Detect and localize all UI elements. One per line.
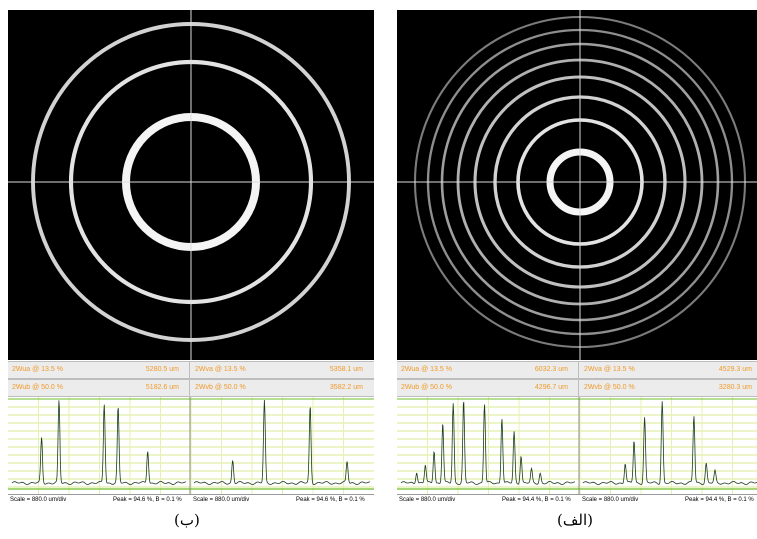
caption-alef: (الف) xyxy=(557,511,593,529)
beam-image xyxy=(8,10,374,360)
readout-value: 5358.1 um xyxy=(329,366,363,373)
readout-label: 2Wvb @ 50.0 % xyxy=(584,384,635,391)
readout-value: 4529.3 um xyxy=(718,366,752,373)
status-footer: Scale = 880.0 um/div Peak = 94.6 %, B = … xyxy=(8,494,374,505)
ring-pattern xyxy=(397,10,757,360)
intensity-trace xyxy=(193,399,370,486)
profile-plot xyxy=(397,397,757,494)
readout-cell: 2Wva @ 13.5 % 5358.1 um xyxy=(191,362,373,378)
peak-text: Peak = 94.4 %, B = 0.1 % xyxy=(502,497,571,503)
beam-image xyxy=(397,10,757,360)
readout-cell: 2Wub @ 50.0 % 4296.7 um xyxy=(397,380,579,396)
readout-value: 3582.2 um xyxy=(329,384,363,391)
intensity-trace xyxy=(11,400,186,486)
profile-background xyxy=(397,397,757,494)
intensity-trace xyxy=(582,401,757,486)
scale-text: Scale = 880.0 um/div xyxy=(582,497,639,503)
readout-label: 2Wua @ 13.5 % xyxy=(12,366,63,373)
readout-label: 2Wub @ 50.0 % xyxy=(401,384,452,391)
readout-label: 2Wub @ 50.0 % xyxy=(12,384,63,391)
readout-cell: 2Wua @ 13.5 % 6032.3 um xyxy=(397,362,579,378)
readout-row: 2Wub @ 50.0 % 4296.7 um 2Wvb @ 50.0 % 32… xyxy=(397,379,757,397)
readout-row: 2Wua @ 13.5 % 5280.5 um 2Wva @ 13.5 % 53… xyxy=(8,361,374,379)
readout-cell: 2Wua @ 13.5 % 5280.5 um xyxy=(8,362,190,378)
readout-cell: 2Wub @ 50.0 % 5182.6 um xyxy=(8,380,190,396)
peak-text: Peak = 94.6 %, B = 0.1 % xyxy=(296,497,365,503)
readout-label: 2Wua @ 13.5 % xyxy=(401,366,452,373)
readout-label: 2Wva @ 13.5 % xyxy=(195,366,246,373)
ring-pattern xyxy=(8,10,374,360)
readout-cell: 2Wvb @ 50.0 % 3582.2 um xyxy=(191,380,373,396)
readout-row: 2Wub @ 50.0 % 5182.6 um 2Wvb @ 50.0 % 35… xyxy=(8,379,374,397)
readout-value: 6032.3 um xyxy=(534,366,568,373)
caption-b: (ب) xyxy=(174,511,200,529)
scale-text: Scale = 880.0 um/div xyxy=(193,497,250,503)
intensity-profile xyxy=(397,397,757,494)
readout-value: 4296.7 um xyxy=(534,384,568,391)
beam-panel-alef: 2Wua @ 13.5 % 6032.3 um 2Wva @ 13.5 % 45… xyxy=(397,10,757,505)
readout-value: 5280.5 um xyxy=(145,366,179,373)
profile-plot xyxy=(8,397,374,494)
beam-panel-b: 2Wua @ 13.5 % 5280.5 um 2Wva @ 13.5 % 53… xyxy=(8,10,374,505)
intensity-profile xyxy=(8,397,374,494)
readout-label: 2Wvb @ 50.0 % xyxy=(195,384,246,391)
peak-text: Peak = 94.4 %, B = 0.1 % xyxy=(685,497,754,503)
readout-cell: 2Wvb @ 50.0 % 3280.3 um xyxy=(580,380,757,396)
readout-row: 2Wua @ 13.5 % 6032.3 um 2Wva @ 13.5 % 45… xyxy=(397,361,757,379)
status-footer: Scale = 880.0 um/div Peak = 94.4 %, B = … xyxy=(397,494,757,505)
scale-text: Scale = 880.0 um/div xyxy=(10,497,67,503)
readout-label: 2Wva @ 13.5 % xyxy=(584,366,635,373)
peak-text: Peak = 94.6 %, B = 0.1 % xyxy=(113,497,182,503)
readout-value: 3280.3 um xyxy=(718,384,752,391)
intensity-trace xyxy=(400,401,575,486)
readout-value: 5182.6 um xyxy=(145,384,179,391)
scale-text: Scale = 880.0 um/div xyxy=(399,497,456,503)
readout-cell: 2Wva @ 13.5 % 4529.3 um xyxy=(580,362,757,378)
